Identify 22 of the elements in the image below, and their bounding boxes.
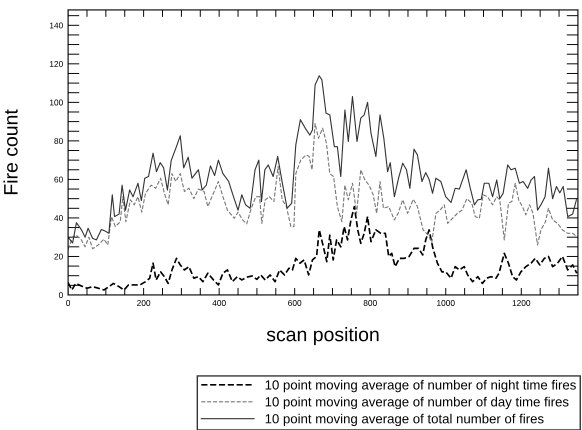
y-tick-label: 60 [54,176,63,183]
x-tick-label: 200 [137,300,150,306]
x-tick-label: 400 [212,300,226,306]
y-tick-label: 100 [50,100,63,106]
line-series [68,122,578,250]
x-tick-label: 800 [364,300,377,306]
y-tick-label: 140 [50,22,63,28]
y-tick-label: 0 [58,292,63,298]
legend-label: 10 point moving average of total number of fires [266,414,544,426]
y-tick-label: 40 [54,215,63,222]
x-axis-title: scan position [266,327,378,346]
x-tick-label: 0 [66,300,70,306]
x-tick-label: 1000 [437,300,455,306]
y-axis-title: Fire count [3,109,18,194]
legend-label: 10 point moving average of number of day time fires [266,396,569,410]
y-tick-label: 80 [54,138,63,144]
x-tick-label: 600 [288,300,302,306]
legend-label: 10 point moving average of number of night time fires [266,380,576,392]
y-tick-label: 20 [54,254,63,260]
line-series [68,75,577,244]
y-tick-label: 120 [50,61,63,67]
x-tick-label: 1200 [512,300,530,306]
